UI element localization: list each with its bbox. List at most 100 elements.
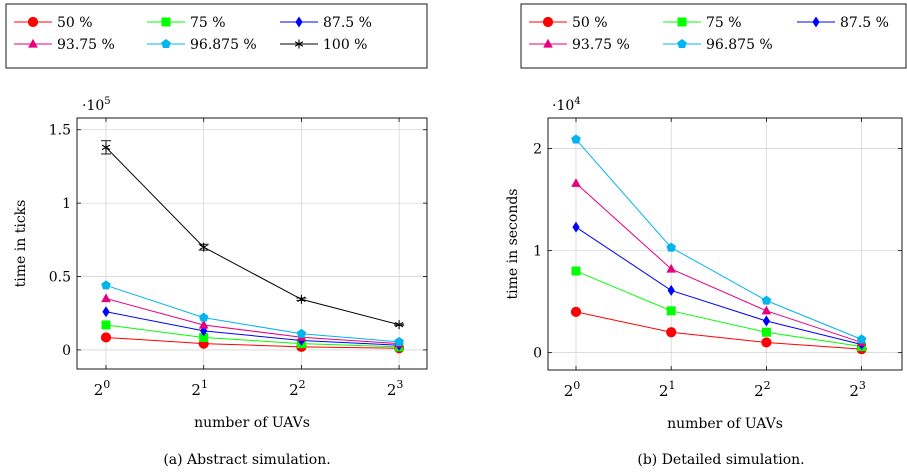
x-tick-label-base: 2 xyxy=(754,382,764,400)
data-point xyxy=(199,332,209,342)
x-tick-label: 23 xyxy=(387,378,404,399)
data-point xyxy=(102,306,110,318)
data-point xyxy=(101,320,111,330)
legend-entry: 93.75 % xyxy=(14,37,115,53)
data-point xyxy=(570,306,582,317)
legend-marker xyxy=(28,38,38,48)
data-point xyxy=(100,332,112,343)
data-point xyxy=(667,284,675,296)
x-tick-label: 21 xyxy=(191,378,208,399)
y-scale-factor-exp: 5 xyxy=(104,96,110,107)
legend-marker xyxy=(677,39,687,49)
series-line xyxy=(105,336,400,349)
y-tick-label: 2 xyxy=(533,142,542,158)
series-4 xyxy=(571,134,867,344)
legend-entry: 75 % xyxy=(663,15,742,31)
legend-label: 93.75 % xyxy=(572,37,630,53)
legend-marker xyxy=(295,16,303,28)
series-3 xyxy=(571,178,867,347)
y-tick-label: 1 xyxy=(62,196,71,212)
data-point xyxy=(572,221,580,233)
legend: 50 % 75 % 87.5 % 93.75 % 96.875 % 100 % xyxy=(5,3,428,69)
series-line xyxy=(105,284,400,343)
legend-marker xyxy=(294,39,304,49)
legend-label: 87.5 % xyxy=(840,15,889,31)
legend-entry: 50 % xyxy=(529,15,608,31)
data-point xyxy=(761,337,772,348)
legend-box xyxy=(5,3,428,69)
x-tick-label: 23 xyxy=(849,379,866,400)
y-axis-label: time in ticks xyxy=(13,200,29,288)
data-point xyxy=(101,293,111,303)
x-axis-label: number of UAVs xyxy=(194,415,310,431)
x-tick-label-base: 2 xyxy=(659,382,669,400)
x-tick-label-exp: 0 xyxy=(573,379,580,392)
legend-entry: 100 % xyxy=(280,37,367,53)
legend-entry: 96.875 % xyxy=(663,37,773,53)
y-tick-label: 0.5 xyxy=(49,270,71,286)
data-point xyxy=(101,280,111,290)
series-line xyxy=(575,182,862,343)
legend-label: 50 % xyxy=(572,15,608,31)
legend-marker xyxy=(161,39,171,49)
data-point xyxy=(571,178,581,187)
y-scale-factor-base: ·10 xyxy=(82,98,104,114)
series-1 xyxy=(571,266,867,352)
series-line xyxy=(105,298,400,345)
legend-marker xyxy=(161,17,171,27)
data-point xyxy=(761,295,772,305)
data-point xyxy=(666,242,676,252)
x-tick-label-base: 2 xyxy=(564,382,574,400)
legend-label: 75 % xyxy=(190,15,226,31)
x-tick-label: 20 xyxy=(94,378,111,399)
x-axis-label: number of UAVs xyxy=(667,416,783,432)
y-scale-factor: ·104 xyxy=(552,96,581,114)
x-tick-label-exp: 0 xyxy=(103,378,110,391)
x-tick-label-base: 2 xyxy=(387,381,397,399)
series-line xyxy=(575,270,862,348)
series-line xyxy=(575,311,862,350)
y-tick-label: 0 xyxy=(533,346,542,362)
data-point xyxy=(666,263,676,273)
data-point xyxy=(198,319,209,329)
y-axis-label: time in seconds xyxy=(505,189,521,300)
series-3 xyxy=(101,293,404,348)
series-2 xyxy=(572,221,866,350)
legend-entry: 93.75 % xyxy=(529,37,630,53)
series-line xyxy=(105,147,400,326)
legend-entry: 75 % xyxy=(147,15,226,31)
series-line xyxy=(575,226,862,345)
legend-label: 93.75 % xyxy=(57,37,115,53)
legend-label: 100 % xyxy=(323,37,367,53)
data-point xyxy=(198,312,209,322)
y-tick-label: 0 xyxy=(62,343,71,359)
legend-label: 87.5 % xyxy=(323,15,372,31)
legend-entry: 50 % xyxy=(14,15,93,31)
x-tick-label: 20 xyxy=(564,379,581,400)
legend-label: 75 % xyxy=(706,15,742,31)
legend-label: 96.875 % xyxy=(190,37,257,53)
x-tick-label-base: 2 xyxy=(191,381,201,399)
legend-marker xyxy=(542,16,554,28)
plot-area xyxy=(76,117,428,370)
x-tick-label-exp: 3 xyxy=(396,378,403,391)
x-tick-label-base: 2 xyxy=(289,381,299,399)
series-2 xyxy=(102,306,403,351)
x-tick-label: 21 xyxy=(659,379,676,400)
legend-marker xyxy=(27,16,39,28)
data-point xyxy=(199,242,208,252)
data-point xyxy=(297,294,306,304)
legend-entry: 87.5 % xyxy=(280,15,372,31)
y-tick-label: 1.5 xyxy=(49,123,71,139)
data-point xyxy=(666,327,677,338)
x-tick-label-base: 2 xyxy=(94,381,104,399)
legend-marker xyxy=(543,38,553,48)
x-tick-label-exp: 1 xyxy=(201,378,208,391)
y-scale-factor: ·105 xyxy=(82,96,111,114)
series-line xyxy=(105,324,400,348)
